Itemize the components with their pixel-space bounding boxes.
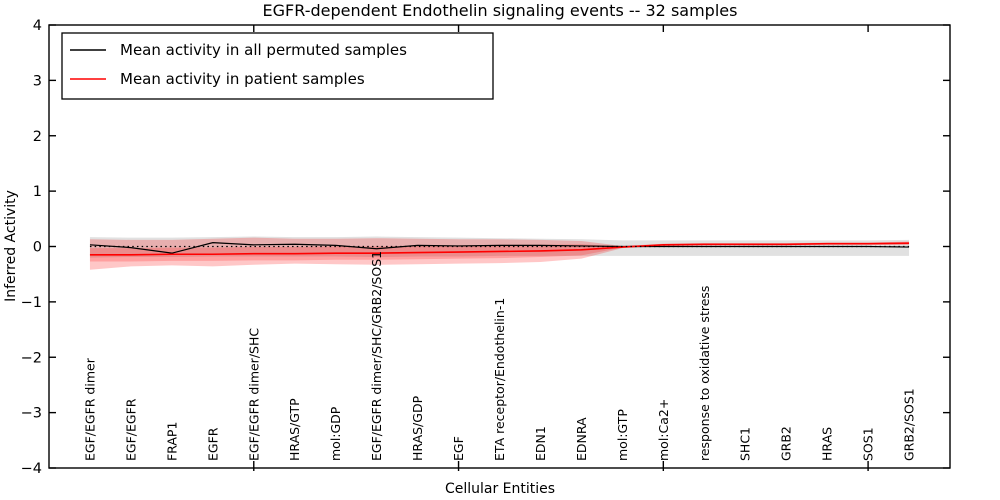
y-tick-label: 1 bbox=[33, 184, 42, 200]
x-category-label: SOS1 bbox=[861, 427, 876, 461]
x-category-label: GRB2 bbox=[779, 426, 794, 461]
x-category-label: EGFR bbox=[205, 427, 220, 461]
y-tick-label: −1 bbox=[21, 295, 42, 311]
legend: Mean activity in all permuted samples Me… bbox=[61, 32, 494, 100]
tick-labels-layer: 4 3 2 1 0 −1 −2 −3 −4 EGF/EGFR dimer EGF/EGFR FRAP1… bbox=[21, 18, 917, 477]
legend-label-permuted: Mean activity in all permuted samples bbox=[120, 41, 407, 59]
x-category-label: EGF bbox=[451, 436, 466, 461]
series-line-Mean-activity-in-patient-samples bbox=[89, 242, 910, 256]
x-category-label: SHC1 bbox=[738, 427, 753, 461]
x-category-label: EGF/EGFR dimer bbox=[82, 357, 97, 461]
y-tick-label: 2 bbox=[33, 129, 42, 145]
y-tick-label: 3 bbox=[33, 73, 42, 89]
x-category-label: mol:GDP bbox=[328, 406, 343, 461]
y-tick-label: −2 bbox=[21, 350, 42, 366]
x-category-label: GRB2/SOS1 bbox=[902, 388, 917, 461]
x-category-label: EDNRA bbox=[574, 417, 589, 461]
x-category-label: ETA receptor/Endothelin-1 bbox=[492, 298, 507, 461]
y-tick-label: 0 bbox=[33, 240, 42, 256]
series-lines-layer bbox=[89, 242, 910, 256]
band-patient-samples-outer-spread bbox=[89, 237, 910, 270]
y-tick-label: −4 bbox=[21, 461, 42, 477]
y-tick-label: −3 bbox=[21, 406, 42, 422]
x-category-label: HRAS/GDP bbox=[410, 395, 425, 461]
x-category-label: EDN1 bbox=[533, 426, 548, 461]
x-category-label: HRAS bbox=[820, 427, 835, 461]
x-category-label: FRAP1 bbox=[164, 422, 179, 461]
x-category-label: EGF/EGFR bbox=[123, 398, 138, 461]
legend-box bbox=[61, 32, 494, 100]
y-axis-label: Inferred Activity bbox=[3, 190, 19, 302]
x-category-label: EGF/EGFR dimer/SHC/GRB2/SOS1 bbox=[369, 251, 384, 461]
x-category-label: EGF/EGFR dimer/SHC bbox=[246, 328, 261, 461]
chart-title: EGFR-dependent Endothelin signaling even… bbox=[263, 1, 738, 20]
legend-label-patient: Mean activity in patient samples bbox=[120, 70, 365, 88]
axes-layer bbox=[48, 24, 951, 471]
confidence-bands-layer bbox=[89, 236, 910, 270]
x-category-label: HRAS/GTP bbox=[287, 398, 302, 461]
x-axis-label: Cellular Entities bbox=[445, 481, 555, 497]
x-category-label: response to oxidative stress bbox=[697, 286, 712, 461]
x-category-label: mol:Ca2+ bbox=[656, 399, 671, 461]
y-tick-label: 4 bbox=[33, 18, 42, 34]
x-category-label: mol:GTP bbox=[615, 409, 630, 461]
